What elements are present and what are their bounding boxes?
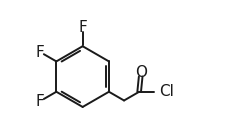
Text: F: F: [36, 94, 44, 109]
Text: Cl: Cl: [158, 84, 173, 99]
Text: F: F: [36, 45, 44, 60]
Text: F: F: [78, 20, 87, 35]
Text: O: O: [134, 65, 146, 80]
